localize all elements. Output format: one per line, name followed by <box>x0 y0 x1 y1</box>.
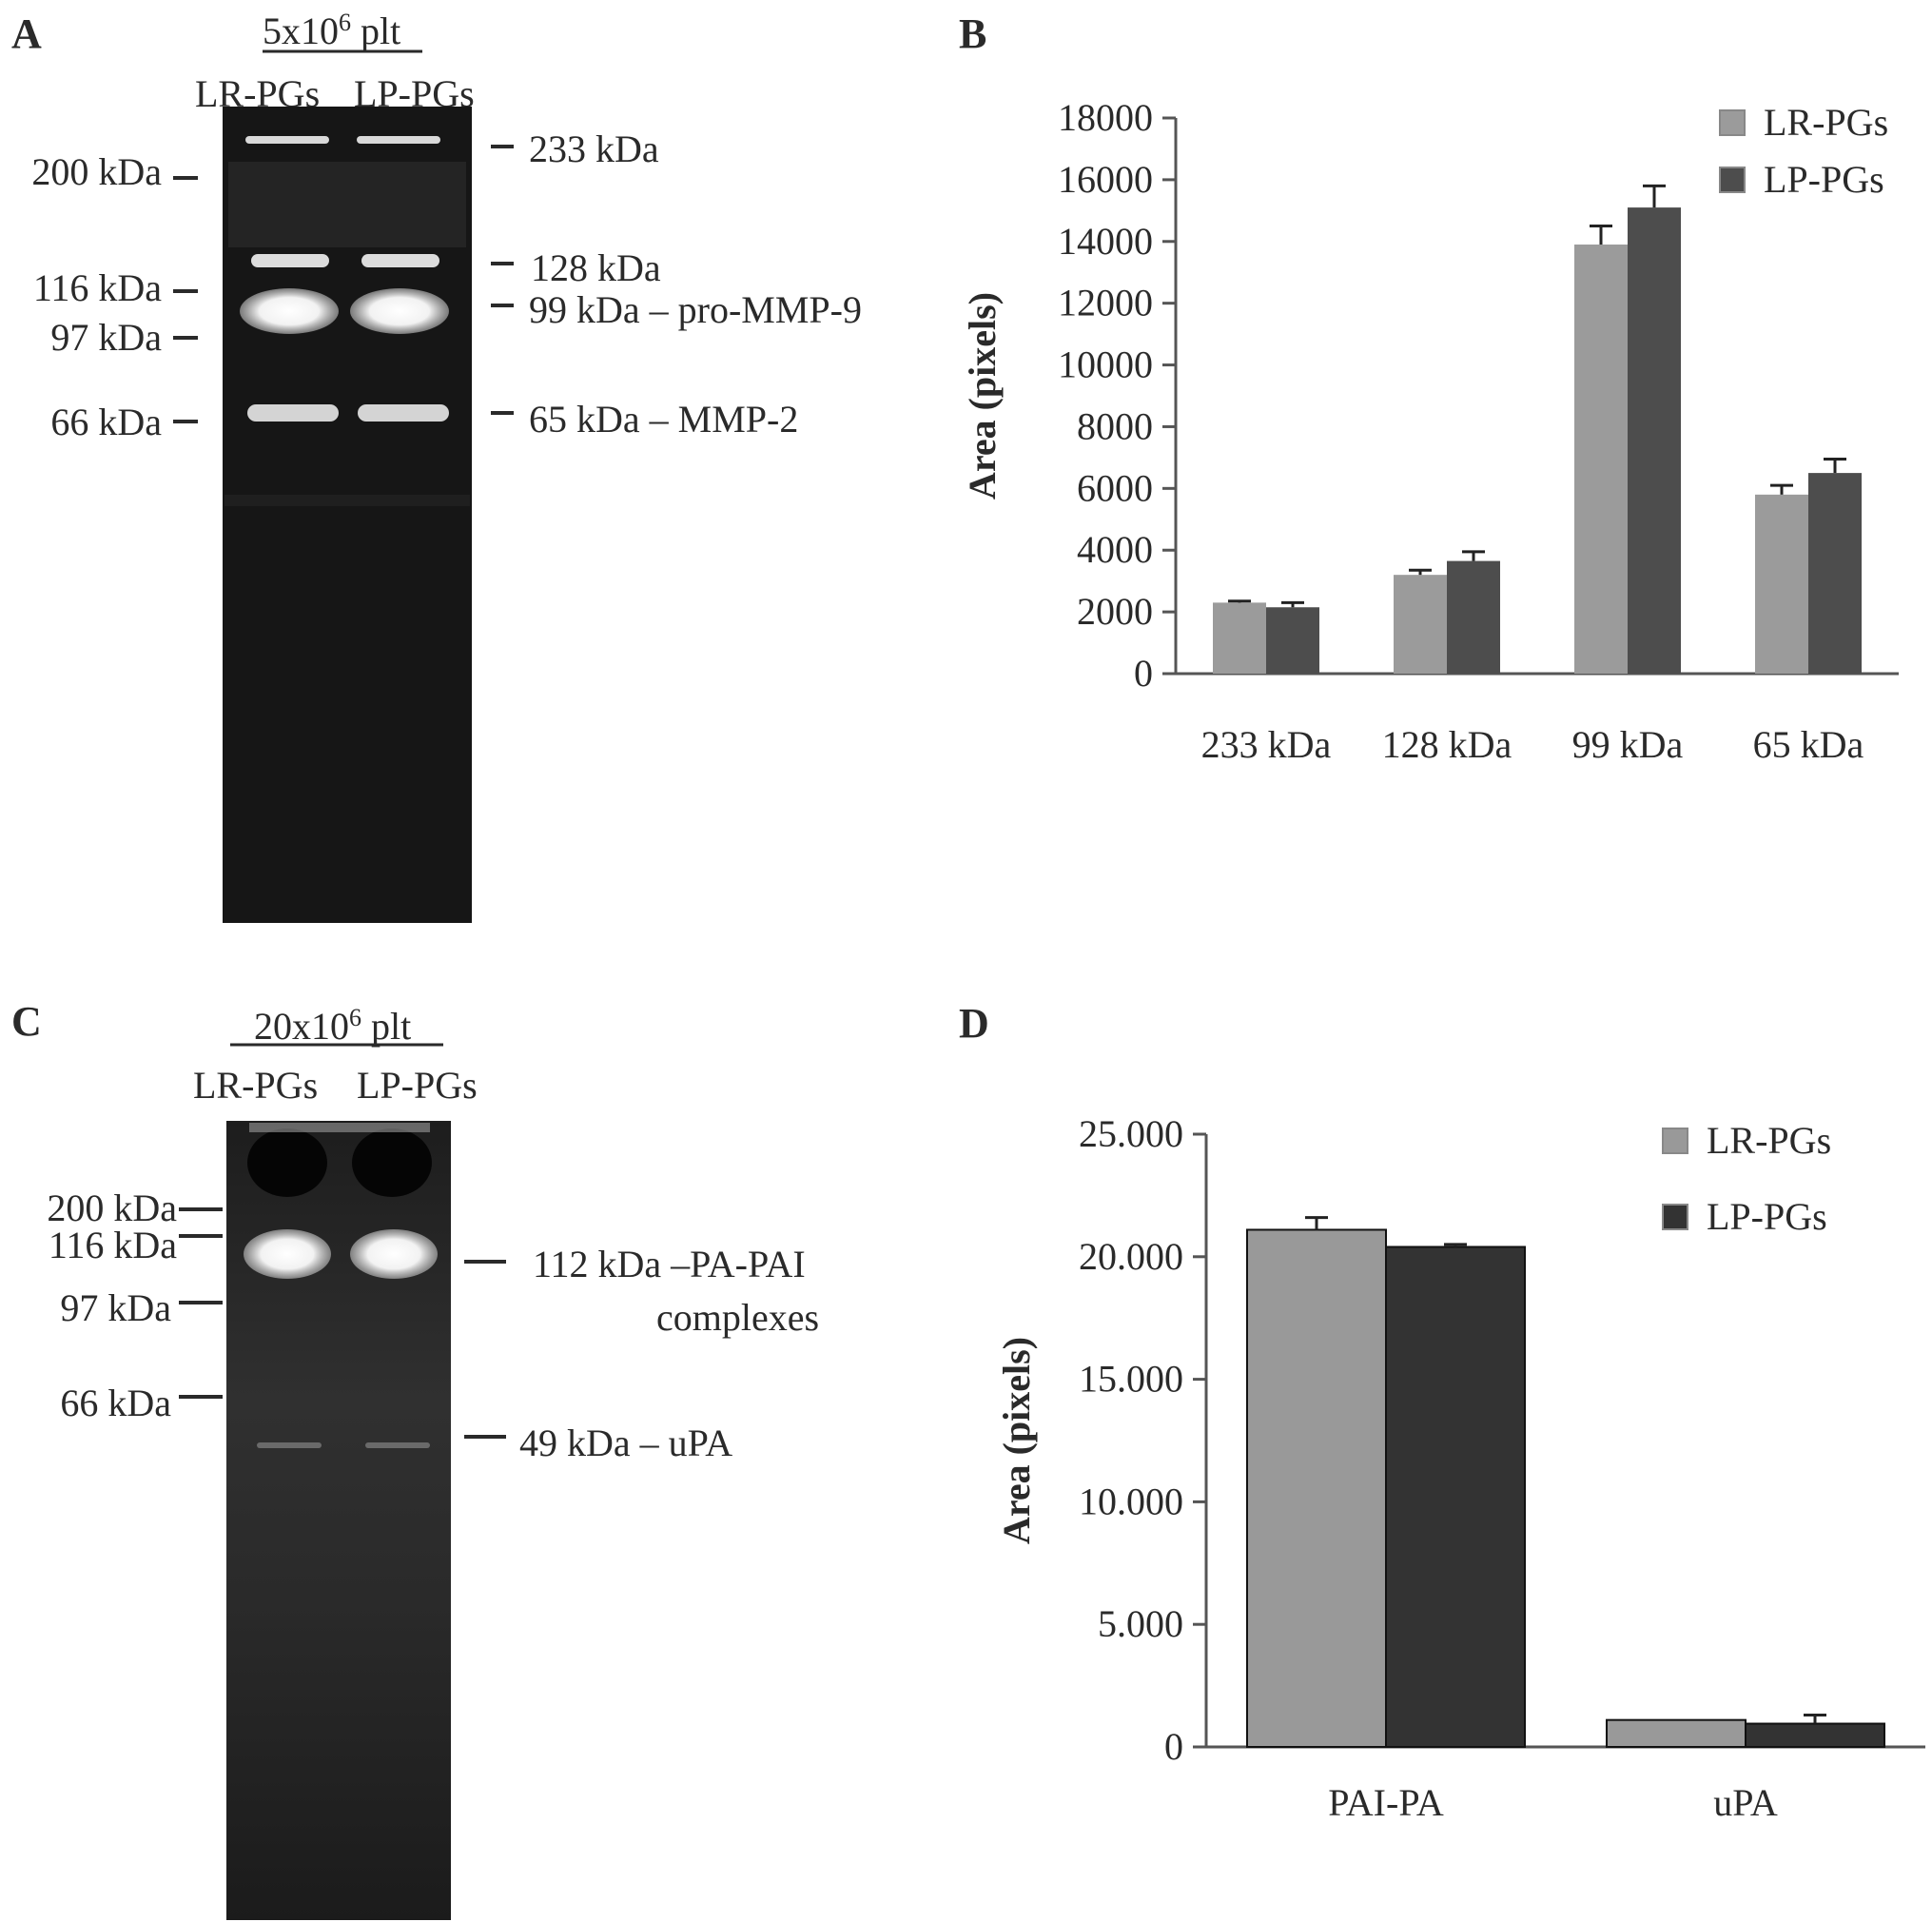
bar-lp-pgs <box>1808 473 1862 674</box>
y-tick-label: 18000 <box>1058 96 1153 139</box>
panel-a: A 5x106 plt LR-PGs LP-PGs 200 kDa 116 kD… <box>11 9 862 923</box>
gel-c-header: 20x106 plt <box>254 1004 411 1048</box>
y-tick-label: 25.000 <box>1079 1112 1183 1155</box>
x-tick-label: 65 kDa <box>1753 723 1864 766</box>
y-tick-label: 14000 <box>1058 220 1153 263</box>
x-tick-label: uPA <box>1713 1781 1778 1824</box>
band-label: 49 kDa – uPA <box>519 1422 732 1464</box>
marker-label: 200 kDa <box>31 150 162 193</box>
band-label: complexes <box>656 1296 819 1339</box>
gel-a-front <box>224 495 470 506</box>
y-tick-label: 20.000 <box>1079 1235 1183 1278</box>
bar-lr-pgs <box>1246 1228 1387 1748</box>
bar-lr-pgs <box>1755 494 1808 674</box>
marker-label: 66 kDa <box>60 1382 171 1424</box>
bar-lp-pgs <box>1447 560 1500 674</box>
gel-a-band <box>358 404 449 422</box>
gel-a-band <box>350 288 449 334</box>
bar-lp-pgs <box>1628 207 1681 675</box>
legend-label: LR-PGs <box>1764 101 1888 144</box>
gel-c-well <box>247 1128 327 1197</box>
gel-c-lane-lr: LR-PGs <box>193 1064 318 1107</box>
marker-label: 97 kDa <box>60 1286 171 1329</box>
legend-swatch <box>1662 1128 1688 1154</box>
y-tick-label: 4000 <box>1077 528 1153 571</box>
bar-lp-pgs <box>1745 1722 1885 1748</box>
gel-c-lane-lp: LP-PGs <box>357 1064 478 1107</box>
y-axis-title: Area (pixels) <box>995 1337 1038 1544</box>
y-tick-label: 10000 <box>1058 343 1153 386</box>
y-tick-label: 10.000 <box>1079 1480 1183 1522</box>
panel-b-letter: B <box>959 10 986 57</box>
bar-lr-pgs <box>1394 575 1447 674</box>
legend-label: LP-PGs <box>1707 1195 1827 1238</box>
y-tick-label: 6000 <box>1077 466 1153 509</box>
gel-c-band <box>257 1442 322 1448</box>
legend-swatch <box>1719 109 1746 136</box>
gel-c-band <box>244 1229 331 1279</box>
y-tick-label: 8000 <box>1077 404 1153 447</box>
bar-lp-pgs <box>1385 1245 1526 1748</box>
gel-a-band <box>245 136 329 144</box>
band-label: 112 kDa –PA-PAI <box>533 1243 806 1285</box>
x-tick-label: 233 kDa <box>1201 723 1332 766</box>
y-tick-label: 2000 <box>1077 590 1153 633</box>
legend-swatch <box>1662 1204 1688 1230</box>
x-tick-label: 128 kDa <box>1382 723 1512 766</box>
marker-label: 116 kDa <box>33 266 162 309</box>
bar-lr-pgs <box>1606 1718 1747 1748</box>
x-tick-label: 99 kDa <box>1572 723 1684 766</box>
gel-a-band <box>357 136 440 144</box>
gel-c-band <box>365 1442 430 1448</box>
y-tick-label: 16000 <box>1058 158 1153 201</box>
y-tick-label: 0 <box>1134 652 1153 695</box>
gel-a-band <box>247 404 339 422</box>
y-tick-label: 12000 <box>1058 282 1153 324</box>
gel-c-top <box>249 1123 430 1132</box>
band-label: 233 kDa <box>529 127 659 170</box>
legend-swatch <box>1719 167 1746 193</box>
gel-a-band <box>361 254 439 267</box>
gel-c-well <box>352 1128 432 1197</box>
bar-lr-pgs <box>1213 602 1266 674</box>
panel-a-letter: A <box>11 10 42 57</box>
bar-lp-pgs <box>1266 607 1319 674</box>
panel-b: B 0 2000 4000 6000 8000 10000 12000 14000 16000 1… <box>959 10 1899 766</box>
chart-d: 0 5.000 10.000 15.000 20.000 25.000 Area (pixe… <box>995 1112 1925 1824</box>
legend-label: LP-PGs <box>1764 158 1884 201</box>
gel-a-band <box>240 288 339 334</box>
marker-label: 97 kDa <box>50 316 162 359</box>
band-label: 128 kDa <box>531 246 661 289</box>
y-axis-title: Area (pixels) <box>961 292 1004 500</box>
y-tick-label: 5.000 <box>1098 1602 1183 1645</box>
panel-c-letter: C <box>11 998 42 1045</box>
gel-c-band <box>350 1229 438 1279</box>
y-tick-label: 15.000 <box>1079 1358 1183 1401</box>
gel-a-header: 5x106 plt <box>263 9 400 52</box>
panel-d-letter: D <box>959 1000 989 1047</box>
y-tick-label: 0 <box>1164 1725 1183 1768</box>
panel-c: C 20x106 plt LR-PGs LP-PGs 200 kDa 116 k… <box>11 998 819 1920</box>
legend-label: LR-PGs <box>1707 1119 1831 1162</box>
gel-a-smear <box>228 162 466 247</box>
x-tick-label: PAI-PA <box>1328 1781 1444 1824</box>
chart-b: 0 2000 4000 6000 8000 10000 12000 14000 16000 180… <box>961 96 1899 766</box>
bar-lr-pgs <box>1574 245 1628 674</box>
marker-label: 66 kDa <box>50 401 162 443</box>
gel-a-band <box>251 254 329 267</box>
band-label: 99 kDa – pro-MMP-9 <box>529 288 862 331</box>
panel-d: D 0 5.000 10.000 15.000 20.000 25.000 Area (pi… <box>959 1000 1925 1824</box>
marker-label: 200 kDa <box>47 1187 177 1229</box>
band-label: 65 kDa – MMP-2 <box>529 398 798 441</box>
marker-label: 116 kDa <box>49 1224 177 1266</box>
